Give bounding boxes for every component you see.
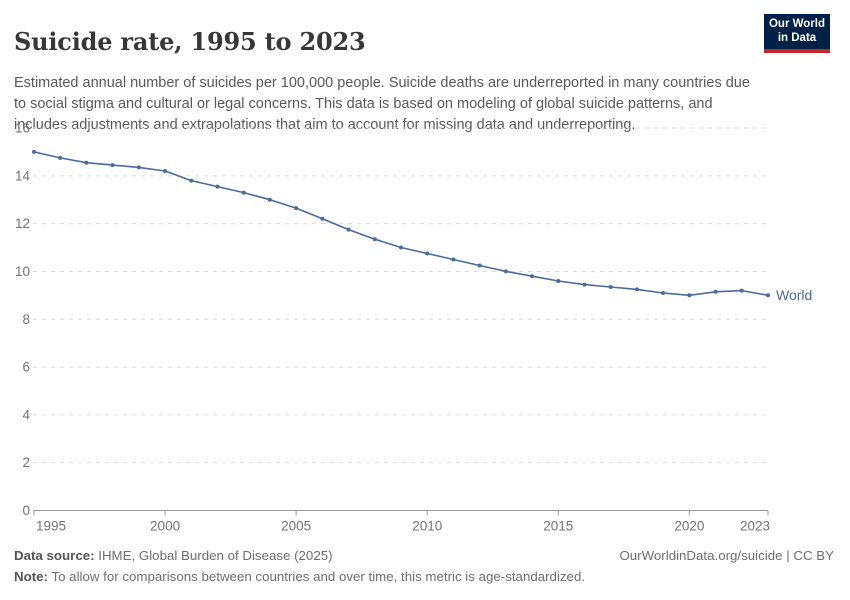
data-point[interactable] <box>477 263 482 268</box>
data-source-label: Data source: <box>14 548 95 563</box>
note-label: Note: <box>14 569 48 585</box>
chart-canvas[interactable]: 0 2 4 6 8 10 12 14 16 1995 2000 2005 2010 2015 2020 202… <box>0 115 850 540</box>
data-point[interactable] <box>215 184 220 189</box>
y-tick-label: 2 <box>22 455 30 470</box>
data-source-text: IHME, Global Burden of Disease (2025) <box>94 548 333 563</box>
x-tick-label: 2020 <box>674 519 704 534</box>
chart-footer: Data source: IHME, Global Burden of Dise… <box>14 546 834 587</box>
data-source-line: Data source: IHME, Global Burden of Dise… <box>14 546 333 565</box>
data-point[interactable] <box>425 251 430 256</box>
data-point[interactable] <box>739 288 744 293</box>
series-end-label: World <box>776 287 812 303</box>
note-text: To allow for comparisons between countri… <box>47 569 586 585</box>
owid-license-link[interactable]: OurWorldinData.org/suicide | CC BY <box>619 548 834 563</box>
y-tick-label: 8 <box>22 312 30 327</box>
data-point[interactable] <box>399 245 403 250</box>
y-tick-label: 16 <box>15 121 30 136</box>
x-tick-label: 2000 <box>150 519 180 534</box>
data-point[interactable] <box>320 216 325 221</box>
x-tick-label: 2005 <box>281 519 311 534</box>
data-point[interactable] <box>687 293 692 298</box>
data-point[interactable] <box>503 269 508 274</box>
data-point[interactable] <box>661 291 666 295</box>
data-point[interactable] <box>530 274 535 279</box>
data-point[interactable] <box>713 289 718 294</box>
y-tick-label: 14 <box>15 168 31 183</box>
data-point[interactable] <box>634 287 639 292</box>
data-point[interactable] <box>84 160 89 165</box>
data-point[interactable] <box>110 163 115 168</box>
owid-logo-line2: in Data <box>777 31 817 44</box>
data-point[interactable] <box>451 257 456 262</box>
note-line: Note: To allow for comparisons between c… <box>14 567 834 586</box>
data-point[interactable] <box>346 227 351 232</box>
y-tick-label: 10 <box>15 264 30 279</box>
data-point[interactable] <box>556 279 561 283</box>
data-point[interactable] <box>189 178 194 183</box>
data-point[interactable] <box>267 197 272 202</box>
data-point[interactable] <box>32 149 36 154</box>
data-point[interactable] <box>58 155 63 160</box>
y-tick-label: 4 <box>22 407 30 422</box>
owid-logo-line1: Our World <box>768 18 825 30</box>
data-point[interactable] <box>163 169 168 173</box>
x-tick-label: 2023 <box>740 519 770 534</box>
owid-logo[interactable]: Our World in Data <box>764 14 830 53</box>
data-point[interactable] <box>372 237 377 242</box>
x-tick-label: 1995 <box>36 519 66 534</box>
page-title: Suicide rate, 1995 to 2023 <box>14 27 366 57</box>
y-tick-label: 6 <box>22 360 30 375</box>
chart-subtitle: Estimated annual number of suicides per … <box>14 74 750 133</box>
x-tick-label: 2010 <box>412 519 442 534</box>
y-tick-label: 0 <box>22 503 30 518</box>
data-point[interactable] <box>136 165 141 170</box>
y-tick-label: 12 <box>15 216 30 231</box>
data-point[interactable] <box>766 293 770 298</box>
x-tick-label: 2015 <box>543 519 573 534</box>
data-point[interactable] <box>241 190 246 195</box>
data-point[interactable] <box>608 285 613 289</box>
data-point[interactable] <box>294 206 299 211</box>
data-point[interactable] <box>582 282 587 287</box>
